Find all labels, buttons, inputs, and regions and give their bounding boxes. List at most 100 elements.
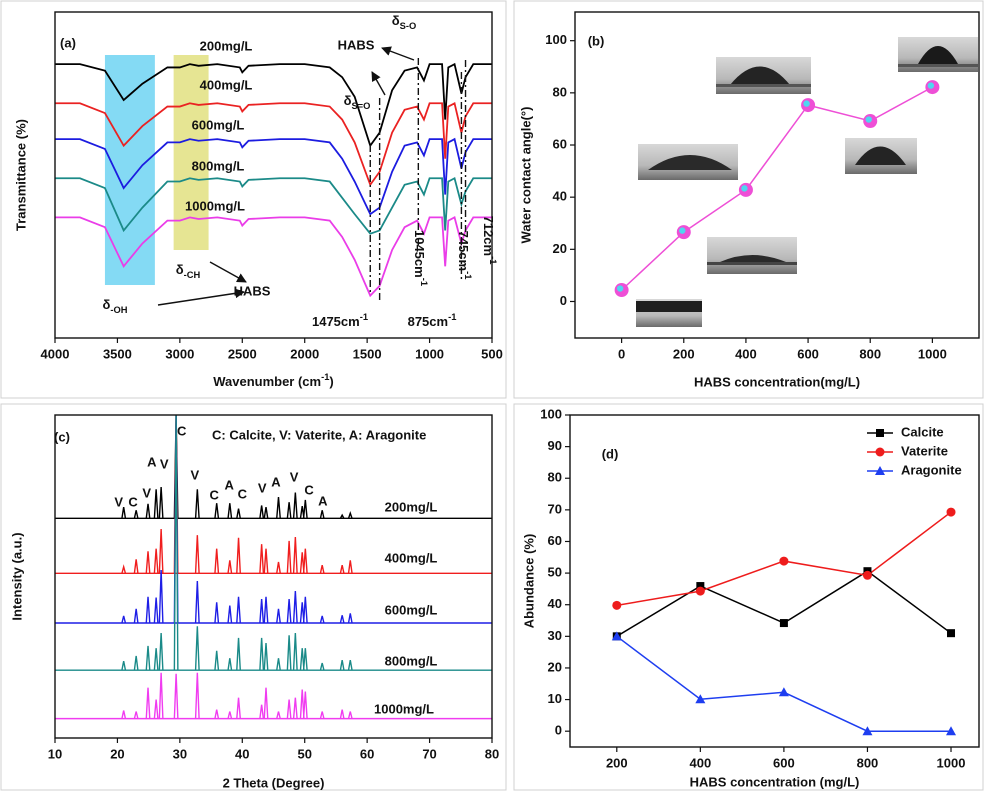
peak [153, 548, 159, 574]
peak-label: C [304, 482, 314, 497]
annotation: δ-CH [176, 262, 201, 280]
peak [227, 605, 233, 624]
x-tick-label: 70 [422, 746, 436, 761]
x-axis-title-tail: ) [329, 374, 333, 389]
peak [319, 510, 325, 519]
x-tick-label: 30 [173, 746, 187, 761]
peak [158, 486, 164, 519]
peak [227, 658, 233, 671]
peak [347, 613, 353, 624]
peak [194, 626, 200, 671]
peak [153, 489, 159, 519]
x-tick-label: 60 [360, 746, 374, 761]
x-tick-label: 10 [48, 746, 62, 761]
peak [121, 615, 127, 624]
band [104, 55, 155, 285]
annotation: 745cm-1 [456, 231, 473, 280]
marker [695, 694, 706, 704]
peak [299, 552, 305, 574]
annotation: (a) [60, 35, 76, 50]
marker [695, 586, 705, 596]
peak-label: V [191, 467, 200, 482]
annotation-sup: -1 [488, 256, 498, 264]
x-axis-title-sup: -1 [321, 372, 329, 382]
arrows [157, 46, 415, 306]
y-tick-label: 90 [548, 438, 562, 453]
y-tick-label: 20 [553, 241, 567, 256]
annotation: C: Calcite, V: Vaterite, A: Aragonite [212, 427, 426, 442]
peak [286, 699, 292, 719]
marker-highlight [865, 116, 872, 123]
y-tick-label: 40 [548, 596, 562, 611]
peak [158, 632, 164, 671]
series-label: 400mg/L [385, 550, 438, 565]
peak [121, 564, 127, 574]
peak [158, 672, 164, 719]
peak [259, 599, 265, 624]
peak [145, 687, 151, 719]
legend-marker [875, 447, 885, 457]
peak [153, 699, 159, 719]
peak [302, 648, 308, 671]
series-line [55, 216, 492, 298]
peak [347, 711, 353, 719]
x-tick-label: 200 [606, 755, 628, 770]
series-line [55, 101, 492, 187]
x-tick-label: 40 [235, 746, 249, 761]
x-tick-label: 20 [110, 746, 124, 761]
annotation: 1045cm-1 [412, 230, 429, 286]
peak [236, 697, 241, 719]
peak [292, 537, 298, 574]
peak [158, 528, 164, 574]
peak [133, 711, 139, 719]
panel-border [0, 0, 507, 399]
y-tick-label: 10 [548, 691, 562, 706]
y-tick-label: 0 [560, 293, 567, 308]
series-label: 800mg/L [192, 158, 245, 173]
x-tick-label: 3000 [165, 346, 194, 361]
annotation-text: 745cm [456, 231, 471, 271]
y-tick-label: 80 [548, 470, 562, 485]
marker [779, 556, 789, 566]
droplet-image [638, 144, 738, 180]
legend-label: Calcite [901, 424, 944, 439]
x-tick-label: 200 [673, 346, 695, 361]
series-label: 1000mg/L [374, 701, 434, 716]
x-tick-label: 2500 [228, 346, 257, 361]
peak [347, 560, 353, 574]
x-tick-label: 2000 [290, 346, 319, 361]
x-tick-label: 800 [859, 346, 881, 361]
peak-label: A [224, 477, 234, 492]
peak [299, 648, 305, 671]
series-label: 600mg/L [385, 602, 438, 617]
y-tick-label: 70 [548, 501, 562, 516]
peak [339, 615, 345, 624]
peak [214, 503, 220, 519]
droplet-images [636, 37, 978, 327]
x-tick-label: 0 [618, 346, 625, 361]
legend-label: Vaterite [901, 443, 948, 458]
annotation: δ-OH [102, 297, 127, 315]
y-axis-title: Abundance (%) [521, 534, 536, 629]
annotation: 875cm-1 [408, 312, 457, 329]
x-tick-label: 1000 [937, 755, 966, 770]
peak [214, 650, 220, 671]
panel-border [0, 403, 507, 791]
peak [259, 505, 265, 519]
x-tick-label: 400 [735, 346, 757, 361]
panel-border [513, 0, 984, 399]
peak [153, 648, 159, 671]
peak [292, 632, 298, 671]
marker [862, 570, 872, 580]
y-tick-label: 60 [553, 136, 567, 151]
peak [286, 635, 292, 671]
x-tick-label: 800 [857, 755, 879, 770]
annotation-text: δ [176, 262, 184, 277]
plot-area [55, 55, 492, 298]
y-axis-title: Water contact angle(°) [518, 107, 533, 244]
x-tick-label: 3500 [103, 346, 132, 361]
series-line [55, 137, 492, 216]
peak [194, 580, 200, 624]
annotation: (d) [602, 446, 619, 461]
marker [946, 726, 957, 736]
